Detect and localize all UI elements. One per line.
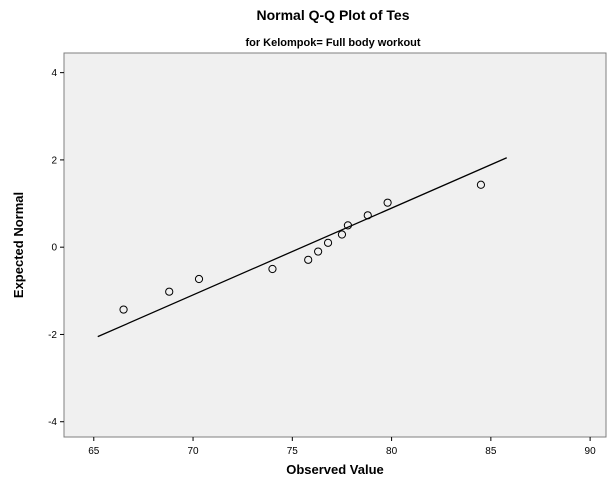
y-tick-label: 2 [51,155,57,166]
reference-line [97,157,507,338]
data-point [165,287,174,296]
data-point [119,305,128,314]
data-point [323,238,333,247]
x-tick-label: 90 [585,446,597,457]
y-tick-label: -2 [48,330,57,341]
plot-area [63,52,607,438]
data-point [304,255,313,264]
x-tick-label: 70 [187,446,199,457]
y-axis-label: Expected Normal [11,192,26,298]
x-tick-label: 85 [485,446,497,457]
data-point [363,211,372,220]
chart-title: Normal Q-Q Plot of Tes [257,7,410,23]
y-tick-label: 4 [51,68,57,79]
data-point [343,221,353,230]
data-point [476,180,486,189]
data-point [383,198,392,207]
y-tick-label: 0 [51,243,57,254]
data-point [337,230,347,239]
chart-subtitle: for Kelompok= Full body workout [245,37,420,49]
x-tick-label: 80 [386,446,398,457]
x-tick-label: 75 [287,446,299,457]
x-axis-label: Observed Value [286,462,384,477]
data-point [194,274,204,284]
data-point [314,247,323,256]
data-point [268,264,277,274]
x-tick-label: 65 [88,446,100,457]
y-tick-label: -4 [48,417,57,428]
